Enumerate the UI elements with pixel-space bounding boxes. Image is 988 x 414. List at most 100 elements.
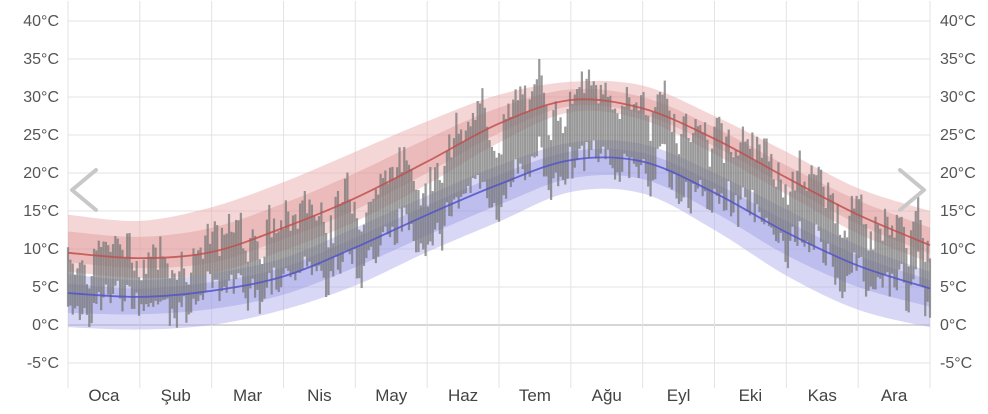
daily-bar <box>531 91 534 157</box>
daily-bar <box>519 86 522 164</box>
next-arrow-button[interactable] <box>884 160 928 220</box>
daily-bar <box>644 114 647 174</box>
daily-bar <box>547 135 550 191</box>
daily-bar <box>777 162 780 243</box>
daily-bar <box>431 191 434 246</box>
daily-bar <box>412 180 415 241</box>
daily-bar <box>147 252 150 307</box>
y-tick-label: 10°C <box>23 241 59 258</box>
daily-bar <box>294 214 297 281</box>
daily-bar <box>803 181 806 247</box>
y-axis-left: -5°C 0°C 5°C 10°C 15°C 20°C 25°C 30°C 35°C 40°C <box>23 13 59 372</box>
daily-bar <box>379 173 382 246</box>
daily-bar <box>545 105 548 177</box>
daily-bar <box>713 126 716 189</box>
daily-bar <box>881 240 884 288</box>
daily-bar <box>441 182 444 251</box>
daily-bar <box>348 199 351 255</box>
daily-bar <box>230 231 233 275</box>
daily-bar <box>689 141 692 214</box>
daily-bar <box>100 247 103 311</box>
daily-bar <box>900 216 903 264</box>
daily-bar <box>433 167 437 230</box>
daily-bar <box>902 226 906 283</box>
daily-bar <box>90 276 93 324</box>
y-tick-label: 40°C <box>23 13 59 30</box>
daily-bar <box>505 118 508 199</box>
daily-bar <box>687 137 690 209</box>
daily-bar <box>599 84 602 154</box>
x-tick-label: Kas <box>808 386 837 405</box>
prev-arrow-button[interactable] <box>60 160 104 220</box>
x-tick-label: Mar <box>233 386 263 405</box>
daily-bar <box>696 126 700 189</box>
daily-bar <box>912 221 915 280</box>
x-tick-label: Şub <box>161 386 191 405</box>
daily-bar <box>130 262 134 309</box>
daily-bar <box>578 87 581 149</box>
daily-bar <box>786 204 790 269</box>
daily-bar <box>576 89 579 161</box>
avg-low-line <box>67 156 931 298</box>
daily-bar <box>298 203 302 273</box>
daily-bar <box>621 105 624 172</box>
daily-bar <box>358 229 361 279</box>
daily-bar <box>192 248 195 299</box>
daily-bar <box>587 69 591 158</box>
daily-bar <box>609 95 612 165</box>
daily-bar <box>102 241 105 298</box>
daily-bar <box>898 217 901 270</box>
daily-bar <box>367 202 370 251</box>
daily-bar <box>862 224 865 282</box>
daily-bar <box>334 196 337 257</box>
daily-bar <box>872 249 875 290</box>
daily-bar <box>725 136 728 211</box>
daily-bar <box>272 218 276 268</box>
daily-bar <box>701 132 704 197</box>
y-tick-label: 15°C <box>940 203 976 220</box>
daily-bar <box>490 146 493 208</box>
daily-bar <box>154 247 157 301</box>
daily-bar <box>306 213 309 267</box>
daily-bar <box>760 157 763 222</box>
daily-bar <box>66 247 70 307</box>
daily-bar <box>592 81 595 141</box>
daily-bar <box>341 201 344 262</box>
daily-bar <box>746 139 749 212</box>
daily-bar <box>135 260 138 293</box>
daily-bar <box>123 257 126 302</box>
daily-bar <box>883 208 887 275</box>
daily-bar <box>398 147 401 209</box>
daily-bar <box>310 204 314 276</box>
daily-bar <box>388 167 392 238</box>
daily-bar <box>396 167 399 244</box>
daily-bar <box>218 255 221 302</box>
daily-bar <box>116 238 119 281</box>
x-axis: Oca Şub Mar Nis May Haz Tem Ağu Eyl Eki Kas Ara <box>88 386 908 405</box>
daily-bar <box>703 122 707 192</box>
daily-bar <box>808 174 811 253</box>
daily-bar <box>232 232 235 294</box>
daily-bar <box>216 225 219 280</box>
daily-bar <box>156 269 160 305</box>
daily-bar <box>329 215 332 272</box>
daily-bar <box>597 103 600 163</box>
daily-bar <box>161 256 164 301</box>
daily-bar <box>277 231 280 292</box>
y-tick-label: -5°C <box>27 355 59 372</box>
daily-bar <box>410 169 413 224</box>
daily-bar <box>789 191 792 241</box>
daily-bar <box>282 229 285 275</box>
daily-bar <box>185 282 188 323</box>
daily-bar <box>874 216 877 290</box>
daily-bar <box>919 219 922 285</box>
daily-bar <box>469 126 472 193</box>
daily-bar <box>566 109 569 179</box>
y-axis-right: -5°C 0°C 5°C 10°C 15°C 20°C 25°C 30°C 35°C 40°C <box>940 13 976 372</box>
y-tick-label: 5°C <box>32 279 59 296</box>
daily-bar <box>244 250 247 299</box>
daily-bar <box>111 244 115 294</box>
daily-bar <box>500 154 503 208</box>
daily-bar <box>604 82 607 160</box>
daily-bar <box>772 179 775 235</box>
